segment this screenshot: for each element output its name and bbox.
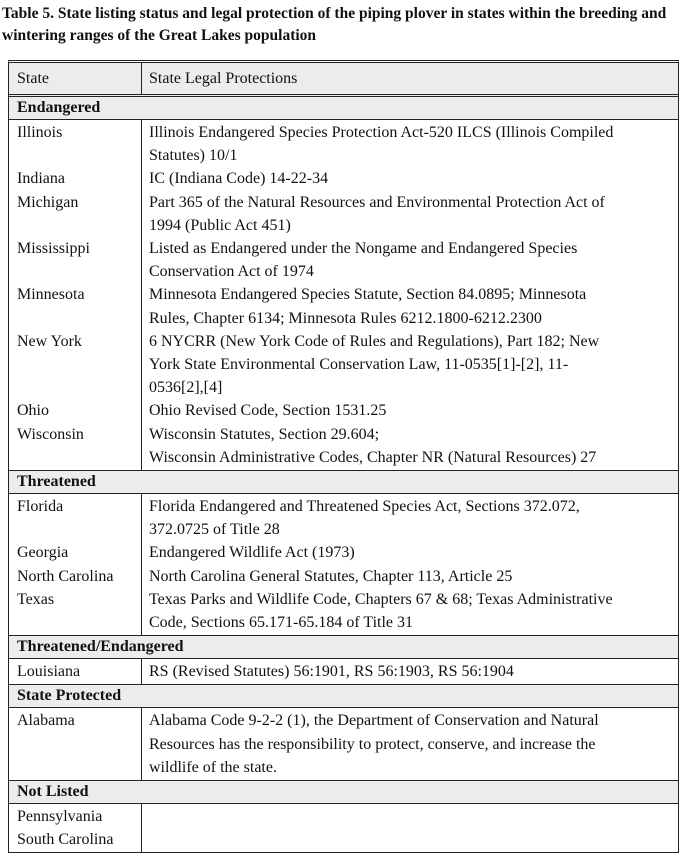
- protection-line: Texas Parks and Wildlife Code, Chapters …: [149, 590, 613, 608]
- header-state: State: [9, 63, 142, 94]
- protection-cell: [142, 805, 678, 828]
- table-row: Florida Florida Endangered and Threatened…: [9, 495, 678, 541]
- state-cell: Indiana: [17, 170, 65, 188]
- state-cell: Minnesota: [17, 286, 85, 304]
- table-row: Alabama Alabama Code 9-2-2 (1), the Depar…: [9, 709, 678, 779]
- state-cell: North Carolina: [17, 567, 114, 585]
- protection-line: Statutes) 10/1: [149, 147, 238, 165]
- table-header: State State Legal Protections: [9, 63, 678, 97]
- state-cell: Illinois: [17, 124, 63, 141]
- protection-cell: 6 NYCRR (New York Code of Rules and Regu…: [142, 330, 678, 400]
- table-row: Louisiana RS (Revised Statutes) 56:1901, …: [9, 660, 678, 683]
- section-header: Not Listed: [9, 781, 678, 805]
- state-cell: Alabama: [17, 712, 75, 730]
- protection-cell: Part 365 of the Natural Resources and En…: [142, 191, 678, 237]
- protection-cell: Alabama Code 9-2-2 (1), the Department o…: [142, 709, 678, 779]
- protection-line: IC (Indiana Code) 14-22-34: [149, 170, 329, 188]
- protection-cell: Endangered Wildlife Act (1973): [142, 541, 678, 564]
- state-cell: Mississippi: [17, 240, 90, 258]
- state-protection-table: State State Legal Protections Endangered…: [8, 60, 679, 854]
- state-cell: Wisconsin: [17, 425, 84, 443]
- protection-line: 0536[2],[4]: [149, 379, 223, 397]
- section-rows: Alabama Alabama Code 9-2-2 (1), the Depar…: [9, 708, 678, 782]
- protection-cell: Ohio Revised Code, Section 1531.25: [142, 399, 678, 422]
- protection-cell: [142, 828, 678, 851]
- protection-line: RS (Revised Statutes) 56:1901, RS 56:190…: [149, 663, 514, 681]
- state-cell: Louisiana: [17, 663, 81, 681]
- header-protections: State Legal Protections: [149, 69, 298, 87]
- protection-line: Listed as Endangered under the Nongame a…: [149, 240, 578, 258]
- protection-line: Wisconsin Statutes, Section 29.604;: [149, 425, 380, 443]
- protection-line: Conservation Act of 1974: [149, 263, 314, 281]
- table-row: North Carolina North Carolina General Sta…: [9, 565, 678, 588]
- protection-cell: Listed as Endangered under the Nongame a…: [142, 237, 678, 283]
- protection-line: York State Environmental Conservation La…: [149, 356, 569, 374]
- protection-line: Florida Endangered and Threatened Specie…: [149, 498, 580, 516]
- section-header: State Protected: [9, 685, 678, 709]
- protection-line: Resources has the responsibility to prot…: [149, 735, 596, 753]
- state-cell: Florida: [17, 498, 64, 516]
- table-caption: Table 5. State listing status and legal …: [2, 5, 667, 44]
- protection-cell: North Carolina General Statutes, Chapter…: [142, 565, 678, 588]
- section-rows: Pennsylvania South Carolina: [9, 804, 678, 853]
- protection-line: Ohio Revised Code, Section 1531.25: [149, 402, 387, 420]
- protection-line: Rules, Chapter 6134; Minnesota Rules 621…: [149, 309, 542, 327]
- section-header: Threatened/Endangered: [9, 636, 678, 660]
- state-cell: New York: [17, 332, 82, 350]
- protection-line: Minnesota Endangered Species Statute, Se…: [149, 286, 587, 304]
- table-row: Minnesota Minnesota Endangered Species St…: [9, 283, 678, 329]
- protection-line: Wisconsin Administrative Codes, Chapter …: [149, 448, 597, 466]
- protection-line: Illinois Endangered Species Protection A…: [149, 124, 614, 141]
- protection-cell: RS (Revised Statutes) 56:1901, RS 56:190…: [142, 660, 678, 683]
- state-cell: Pennsylvania: [17, 808, 103, 826]
- section-rows: Illinois Illinois Endangered Species Prot…: [9, 120, 678, 472]
- protection-cell: Texas Parks and Wildlife Code, Chapters …: [142, 588, 678, 634]
- table-row: Indiana IC (Indiana Code) 14-22-34: [9, 167, 678, 190]
- protection-cell: Illinois Endangered Species Protection A…: [142, 121, 678, 167]
- table-row: New York 6 NYCRR (New York Code of Rules …: [9, 330, 678, 400]
- section-rows: Florida Florida Endangered and Threatened…: [9, 494, 678, 637]
- protection-line: Code, Sections 65.171-65.184 of Title 31: [149, 614, 414, 632]
- state-cell: Ohio: [17, 402, 49, 420]
- table-row: Illinois Illinois Endangered Species Prot…: [9, 121, 678, 167]
- protection-line: Alabama Code 9-2-2 (1), the Department o…: [149, 712, 599, 730]
- protection-line: 372.0725 of Title 28: [149, 521, 280, 539]
- protection-cell: Wisconsin Statutes, Section 29.604; Wisco…: [142, 423, 678, 469]
- state-cell: Texas: [17, 590, 55, 608]
- protection-line: wildlife of the state.: [149, 758, 277, 776]
- section-header: Threatened: [9, 471, 678, 495]
- protection-line: North Carolina General Statutes, Chapter…: [149, 567, 513, 585]
- table-row: Texas Texas Parks and Wildlife Code, Chap…: [9, 588, 678, 634]
- table-row: Pennsylvania: [9, 805, 678, 828]
- protection-line: Endangered Wildlife Act (1973): [149, 544, 355, 562]
- table-row: Wisconsin Wisconsin Statutes, Section 29.…: [9, 423, 678, 469]
- table-row: Ohio Ohio Revised Code, Section 1531.25: [9, 399, 678, 422]
- state-cell: Georgia: [17, 544, 69, 562]
- section-header: Endangered: [9, 97, 678, 120]
- table-row: Mississippi Listed as Endangered under th…: [9, 237, 678, 283]
- state-cell: South Carolina: [17, 831, 114, 849]
- protection-cell: IC (Indiana Code) 14-22-34: [142, 167, 678, 190]
- table-row: Michigan Part 365 of the Natural Resource…: [9, 191, 678, 237]
- state-cell: Michigan: [17, 193, 79, 211]
- table-row: South Carolina: [9, 828, 678, 851]
- section-rows: Louisiana RS (Revised Statutes) 56:1901, …: [9, 659, 678, 686]
- protection-line: 1994 (Public Act 451): [149, 216, 291, 234]
- protection-cell: Minnesota Endangered Species Statute, Se…: [142, 283, 678, 329]
- protection-line: 6 NYCRR (New York Code of Rules and Regu…: [149, 332, 600, 350]
- table-row: Georgia Endangered Wildlife Act (1973): [9, 541, 678, 564]
- protection-line: Part 365 of the Natural Resources and En…: [149, 193, 605, 211]
- protection-cell: Florida Endangered and Threatened Specie…: [142, 495, 678, 541]
